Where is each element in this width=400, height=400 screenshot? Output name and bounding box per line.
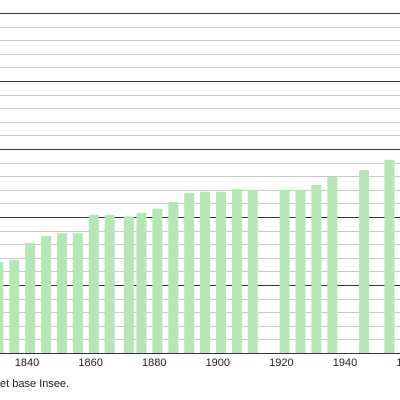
bar [359,170,370,353]
x-tick-label: 1920 [269,357,293,369]
x-tick-label: 1900 [206,357,230,369]
x-tick-label: 1840 [15,357,39,369]
x-tick-label: 1880 [142,357,166,369]
x-tick-label: 1960 [396,357,400,369]
bar [231,189,242,353]
bar [311,185,322,353]
bar [72,233,83,353]
bar [25,242,36,353]
bar [384,159,395,353]
bar [104,214,115,353]
x-tick-label: 1860 [78,357,102,369]
bar [200,191,211,353]
bar [57,233,68,353]
bar [123,216,134,353]
bar [41,236,52,353]
bar [295,189,306,353]
bar [247,189,258,353]
bar [168,202,179,353]
bar [279,189,290,353]
source-note: et base Insee. [0,378,69,390]
bar [9,259,20,353]
bar [184,193,195,353]
bar [88,214,99,353]
bar [215,191,226,353]
bar [136,212,147,353]
bar [152,208,163,353]
x-tick-label: 1940 [333,357,357,369]
bar [0,261,4,353]
bar [327,176,338,353]
